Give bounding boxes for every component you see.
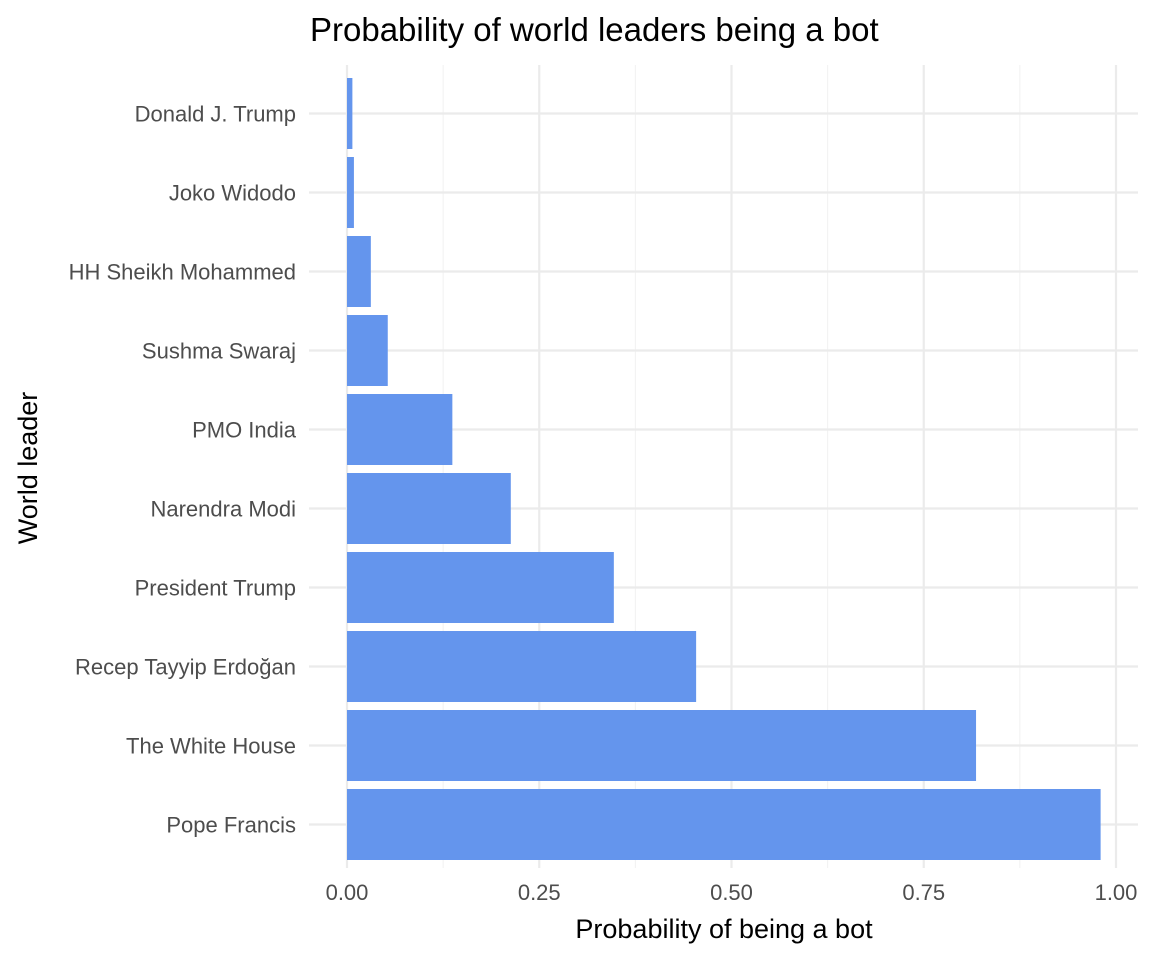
y-tick-label: Narendra Modi — [150, 497, 296, 522]
x-axis-title: Probability of being a bot — [575, 914, 873, 944]
x-tick-label: 0.00 — [326, 880, 369, 905]
y-tick-label: Recep Tayyip Erdoğan — [75, 655, 296, 680]
bar — [347, 315, 388, 386]
y-tick-label: Sushma Swaraj — [142, 339, 296, 364]
bar — [347, 473, 511, 544]
bar — [347, 631, 697, 702]
bar — [347, 78, 353, 149]
x-tick-label: 1.00 — [1095, 880, 1138, 905]
y-tick-label: President Trump — [135, 576, 296, 601]
y-tick-label: The White House — [126, 734, 296, 759]
bar — [347, 236, 371, 307]
y-tick-label: PMO India — [192, 418, 297, 443]
x-tick-labels: 0.00 0.25 0.50 0.75 1.00 — [326, 880, 1138, 905]
x-tick-label: 0.50 — [710, 880, 753, 905]
bars — [347, 78, 1101, 860]
bar — [347, 157, 354, 228]
chart-title: Probability of world leaders being a bot — [310, 11, 879, 48]
y-tick-label: Pope Francis — [166, 813, 296, 838]
y-tick-label: Joko Widodo — [169, 181, 296, 206]
bar — [347, 789, 1101, 860]
y-tick-label: Donald J. Trump — [135, 102, 296, 127]
bar — [347, 552, 614, 623]
y-axis-title: World leader — [13, 392, 43, 545]
x-tick-label: 0.75 — [902, 880, 945, 905]
x-tick-label: 0.25 — [518, 880, 561, 905]
bar — [347, 710, 977, 781]
bar — [347, 394, 453, 465]
y-tick-label: HH Sheikh Mohammed — [69, 260, 296, 285]
y-tick-labels: Donald J. Trump Joko Widodo HH Sheikh Moha… — [69, 102, 297, 838]
